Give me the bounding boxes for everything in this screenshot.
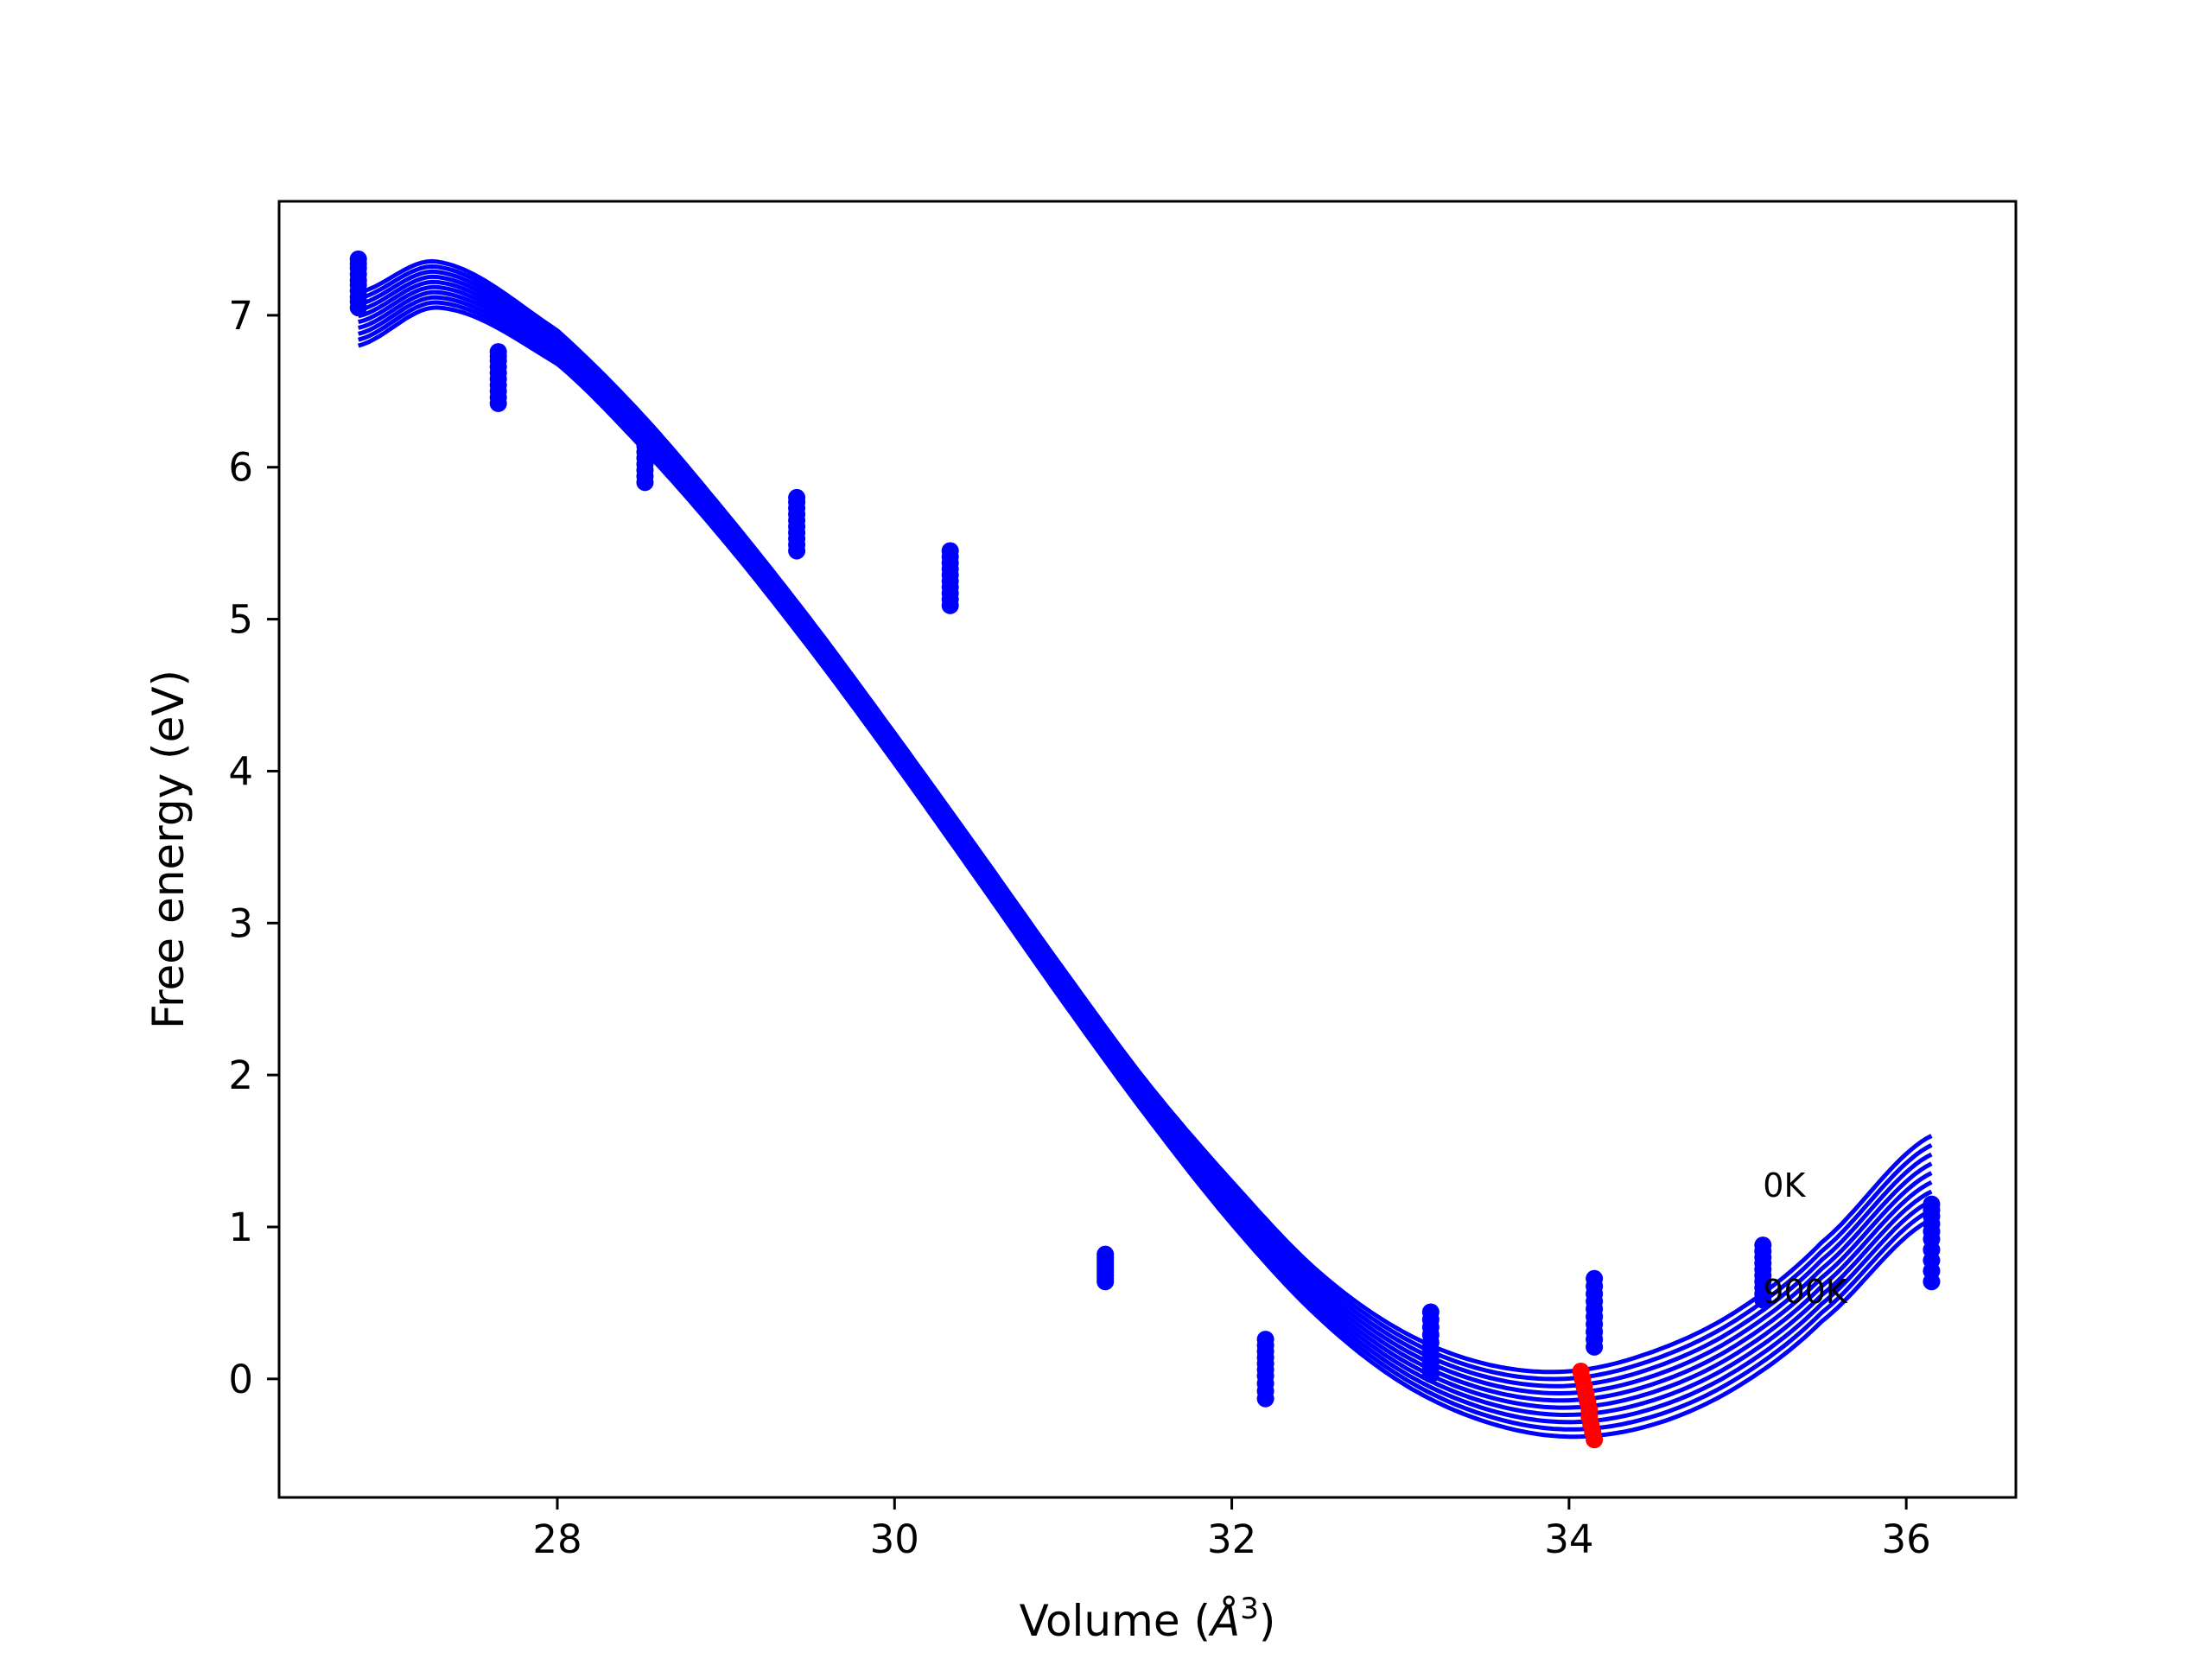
y-tick-label: 3: [228, 900, 253, 946]
fit-curve: [358, 274, 1933, 1396]
x-tick-label: 30: [870, 1516, 919, 1562]
y-tick-label: 0: [228, 1357, 253, 1402]
minimum-point: [1586, 1431, 1604, 1449]
fit-curve: [358, 269, 1933, 1389]
x-tick-label: 28: [532, 1516, 582, 1562]
data-point: [1256, 1331, 1274, 1349]
fit-curve: [358, 264, 1933, 1382]
y-axis-ticks: 0 1 2 3 4 5 6 7: [228, 293, 279, 1402]
data-point: [1923, 1195, 1941, 1213]
y-tick-label: 6: [228, 445, 253, 491]
minima-points: [1572, 1363, 1604, 1449]
fit-curve: [358, 284, 1933, 1410]
data-point: [489, 343, 507, 361]
x-axis-label: Volume (Å3): [1020, 1592, 1276, 1646]
x-axis-ticks: 28 30 32 34 36: [532, 1497, 1931, 1562]
fit-curve: [358, 279, 1933, 1403]
fit-curves: [357, 258, 1933, 1440]
scatter-points: [349, 250, 1941, 1408]
y-tick-label: 7: [228, 293, 253, 339]
data-point: [636, 420, 654, 438]
data-point: [1421, 1303, 1440, 1321]
annotations: 0K 900K: [1763, 1166, 1848, 1311]
data-point: [1096, 1245, 1115, 1263]
y-tick-label: 2: [228, 1052, 253, 1098]
x-tick-label: 34: [1544, 1516, 1593, 1562]
y-tick-label: 1: [228, 1205, 253, 1250]
fit-curve: [358, 289, 1933, 1418]
data-point: [941, 542, 959, 560]
data-point: [1586, 1269, 1604, 1287]
data-point: [349, 250, 367, 268]
temperature-annotation: 0K: [1763, 1166, 1806, 1205]
fit-curve: [357, 305, 1933, 1440]
fit-curve: [357, 300, 1933, 1432]
temperature-annotation: 900K: [1763, 1273, 1848, 1311]
y-axis-label: Free energy (eV): [143, 670, 194, 1029]
fit-curve: [357, 295, 1933, 1425]
data-point: [1754, 1236, 1772, 1255]
fit-curve: [358, 258, 1933, 1375]
plot-frame: [277, 200, 2018, 1499]
x-tick-label: 36: [1882, 1516, 1931, 1562]
y-tick-label: 5: [228, 597, 253, 643]
x-tick-label: 32: [1207, 1516, 1256, 1562]
data-point: [788, 488, 806, 506]
y-tick-label: 4: [228, 748, 253, 794]
